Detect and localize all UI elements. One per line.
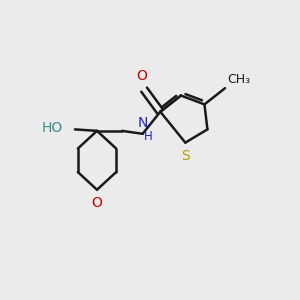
Text: S: S: [182, 149, 190, 163]
Text: N: N: [138, 116, 148, 130]
Text: O: O: [92, 196, 102, 210]
Text: CH₃: CH₃: [227, 74, 250, 86]
Text: O: O: [136, 69, 147, 83]
Text: HO: HO: [42, 121, 63, 135]
Text: H: H: [144, 130, 152, 143]
